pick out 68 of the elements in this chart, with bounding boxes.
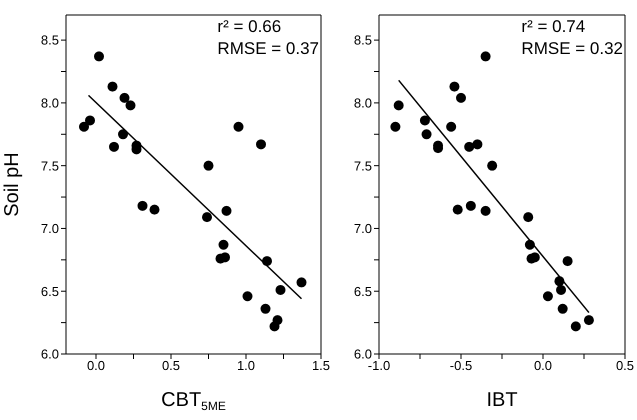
- point: [204, 160, 214, 171]
- point: [276, 284, 286, 295]
- point: [120, 92, 130, 103]
- point: [390, 122, 400, 132]
- point: [222, 206, 232, 216]
- point: [94, 51, 104, 62]
- point: [487, 160, 498, 171]
- point: [296, 277, 306, 288]
- x-tick-label: 0.5: [616, 358, 634, 374]
- x-axis-title: CBT$_{5ME}$: [161, 389, 226, 413]
- point: [452, 204, 463, 215]
- y-tick-label: 8.5: [354, 32, 372, 48]
- x-tick-label: -0.5: [450, 358, 472, 374]
- point: [523, 212, 534, 222]
- point: [109, 142, 119, 152]
- x-axis-title: IBT: [486, 389, 518, 411]
- point: [456, 92, 466, 103]
- point: [480, 206, 491, 216]
- point: [220, 252, 230, 262]
- x-tick-label: 1.5: [312, 358, 330, 374]
- point: [570, 321, 581, 332]
- point: [260, 304, 270, 314]
- point: [466, 200, 476, 211]
- y-tick-label: 8.5: [40, 32, 59, 48]
- point: [234, 122, 244, 132]
- point: [558, 304, 568, 314]
- annotation: r² = 0.66: [217, 16, 282, 38]
- point: [256, 139, 266, 150]
- y-tick-label: 7.5: [354, 158, 372, 174]
- point: [272, 315, 282, 326]
- point: [449, 82, 460, 92]
- point: [422, 129, 432, 140]
- point: [472, 139, 482, 150]
- y-tick-label: 8.0: [40, 96, 59, 111]
- point: [126, 100, 136, 110]
- point: [79, 122, 89, 132]
- point: [85, 115, 95, 126]
- point: [420, 115, 430, 126]
- y-tick-label: 6.5: [354, 284, 372, 299]
- y-tick-label: 7.5: [40, 158, 59, 174]
- y-tick-label: 6.0: [40, 346, 59, 362]
- point: [584, 315, 594, 326]
- point: [108, 82, 118, 92]
- point: [202, 212, 212, 222]
- point: [556, 284, 566, 295]
- annotation: RMSE = 0.37: [217, 38, 319, 60]
- point: [530, 252, 540, 262]
- y-tick-label: 6.5: [40, 284, 59, 299]
- point: [394, 100, 404, 110]
- annotation: RMSE = 0.32: [521, 38, 623, 60]
- x-tick-label: 0.0: [86, 358, 106, 374]
- annotation: r² = 0.74: [521, 16, 586, 38]
- x-tick-label: 0.5: [162, 358, 180, 374]
- y-tick-label: 7.0: [354, 221, 372, 236]
- y-tick-label: 7.0: [40, 221, 59, 236]
- point: [464, 142, 474, 152]
- point: [562, 256, 573, 266]
- point: [242, 291, 252, 302]
- y-axis-title: Soil pH: [1, 152, 23, 217]
- point: [480, 51, 491, 62]
- x-tick-label: 1.0: [236, 358, 256, 374]
- point: [542, 291, 553, 302]
- point: [218, 240, 228, 250]
- y-tick-label: 8.0: [354, 96, 372, 111]
- x-tick-label: 0.0: [534, 358, 552, 374]
- point: [138, 200, 148, 211]
- point: [150, 204, 160, 215]
- point: [446, 122, 456, 132]
